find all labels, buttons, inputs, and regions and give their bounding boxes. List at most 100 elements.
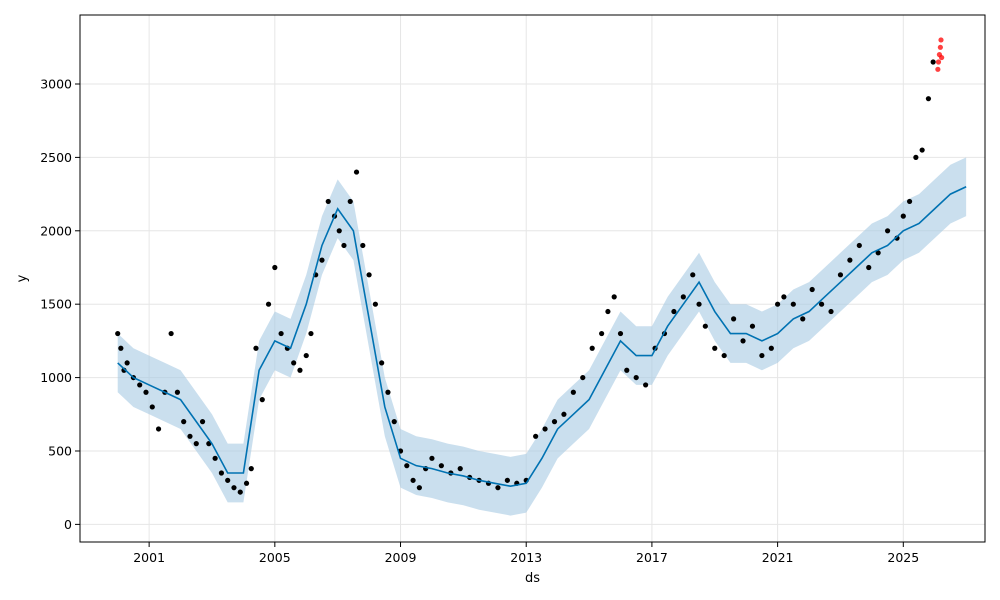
observed-point xyxy=(906,198,913,205)
observed-point xyxy=(837,272,844,278)
observed-point xyxy=(690,272,696,278)
x-axis-label: ds xyxy=(525,571,540,586)
observed-point xyxy=(291,360,297,366)
observed-point xyxy=(353,169,360,175)
anomaly-point xyxy=(939,54,945,61)
y-tick-label: 2500 xyxy=(40,150,72,165)
observed-point xyxy=(740,338,746,344)
observed-point xyxy=(624,367,630,373)
observed-point xyxy=(884,228,891,234)
observed-point xyxy=(551,419,558,425)
observed-point xyxy=(495,485,501,491)
observed-point xyxy=(336,228,342,234)
observed-point xyxy=(193,441,199,447)
x-tick-label: 2017 xyxy=(636,550,668,565)
y-axis: 0 500 1000 1500 2000 2500 3000 xyxy=(40,76,80,532)
observed-point xyxy=(155,426,162,432)
observed-point xyxy=(580,374,586,381)
x-tick-label: 2021 xyxy=(762,550,794,565)
observed-point xyxy=(643,382,649,388)
observed-point xyxy=(570,389,576,395)
observed-point xyxy=(828,308,834,315)
observed-point xyxy=(174,389,181,395)
observed-point xyxy=(605,308,611,315)
y-tick-label: 2000 xyxy=(40,223,72,238)
observed-point xyxy=(118,345,124,351)
observed-point xyxy=(913,154,919,160)
observed-point xyxy=(504,477,510,483)
observed-point xyxy=(712,345,718,351)
observed-point xyxy=(800,316,806,322)
observed-point xyxy=(930,59,936,65)
observed-point xyxy=(212,455,218,461)
observed-point xyxy=(243,480,250,486)
observed-point xyxy=(385,389,391,395)
observed-point xyxy=(416,485,422,491)
plot-area xyxy=(115,37,967,516)
observed-point xyxy=(633,374,639,381)
observed-point xyxy=(721,352,727,359)
observed-point xyxy=(875,250,881,256)
observed-point xyxy=(181,419,187,425)
observed-point xyxy=(231,485,237,491)
observed-point xyxy=(542,426,548,432)
x-tick-label: 2001 xyxy=(133,550,165,565)
y-tick-label: 1500 xyxy=(40,297,72,312)
observed-point xyxy=(404,463,410,469)
observed-point xyxy=(561,411,567,417)
observed-point xyxy=(696,301,702,307)
anomaly-point xyxy=(935,59,942,65)
anomaly-points xyxy=(935,37,945,72)
observed-point xyxy=(124,360,130,366)
forecast-line xyxy=(117,186,967,488)
y-tick-label: 0 xyxy=(64,517,72,532)
observed-point xyxy=(866,264,872,271)
x-tick-label: 2025 xyxy=(887,550,919,565)
observed-point xyxy=(781,294,787,300)
observed-point xyxy=(856,242,862,249)
y-tick-label: 3000 xyxy=(40,76,72,91)
observed-point xyxy=(680,294,686,300)
observed-point xyxy=(731,316,737,322)
observed-point xyxy=(410,477,416,483)
observed-point xyxy=(759,352,765,359)
observed-point xyxy=(775,301,781,307)
x-axis: 2001 2005 2009 2013 2017 2021 2025 xyxy=(133,542,919,565)
observed-point xyxy=(225,477,231,483)
observed-point xyxy=(919,147,925,153)
uncertainty-band xyxy=(117,157,967,516)
y-axis-label: y xyxy=(15,274,30,282)
observed-point xyxy=(137,382,143,388)
observed-point xyxy=(259,397,265,403)
observed-point xyxy=(818,301,825,307)
y-tick-label: 1000 xyxy=(40,370,72,385)
observed-point xyxy=(278,330,284,337)
observed-point xyxy=(272,264,278,271)
observed-point xyxy=(379,360,385,366)
observed-point xyxy=(790,301,796,307)
observed-point xyxy=(218,470,225,476)
observed-point xyxy=(297,367,303,373)
observed-point xyxy=(325,198,331,205)
anomaly-point xyxy=(935,66,941,72)
observed-point xyxy=(168,330,174,337)
observed-point xyxy=(149,404,155,410)
observed-point xyxy=(391,419,397,425)
x-tick-label: 2013 xyxy=(510,550,542,565)
observed-point xyxy=(533,433,539,439)
observed-point xyxy=(366,272,372,278)
observed-point xyxy=(589,345,595,351)
observed-point xyxy=(199,419,206,425)
x-tick-label: 2005 xyxy=(259,550,291,565)
observed-point xyxy=(671,308,677,315)
observed-point xyxy=(809,286,815,293)
observed-point xyxy=(438,463,444,469)
observed-point xyxy=(265,301,272,307)
observed-point xyxy=(617,330,624,337)
x-tick-label: 2009 xyxy=(385,550,417,565)
observed-point xyxy=(749,323,756,329)
observed-point xyxy=(372,301,378,307)
observed-point xyxy=(768,345,774,351)
axes-frame xyxy=(79,14,986,543)
